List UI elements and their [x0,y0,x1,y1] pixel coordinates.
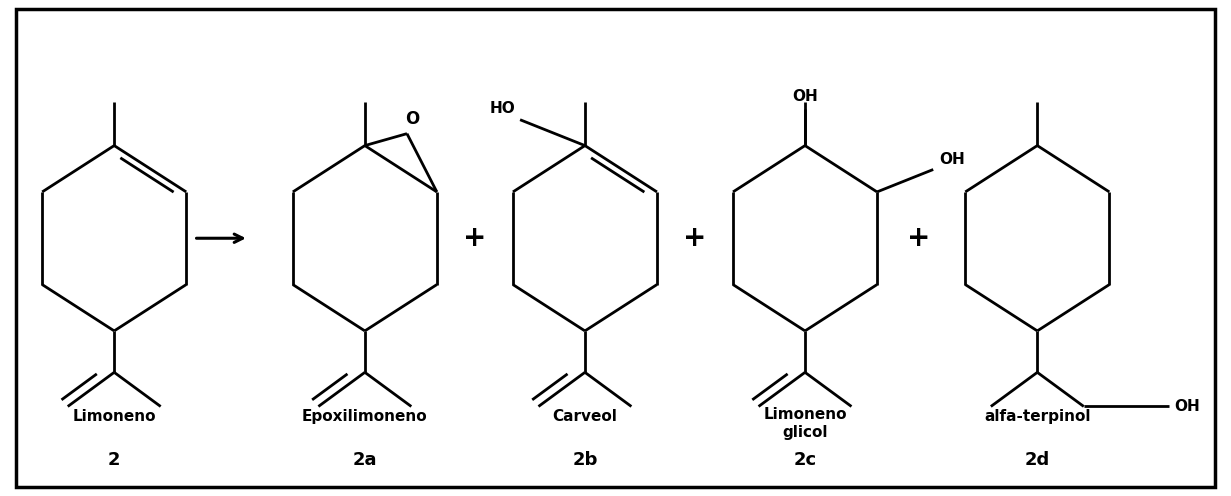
Text: 2d: 2d [1024,451,1050,469]
Text: Epoxilimoneno: Epoxilimoneno [302,409,427,424]
Text: OH: OH [1174,399,1200,414]
Text: Limoneno: Limoneno [73,409,156,424]
Text: 2: 2 [108,451,121,469]
Text: 2b: 2b [572,451,597,469]
Text: O: O [405,110,419,128]
Text: Carveol: Carveol [553,409,618,424]
Text: 2a: 2a [352,451,377,469]
Text: 2c: 2c [794,451,816,469]
Text: OH: OH [939,152,965,167]
Text: OH: OH [792,89,817,104]
Text: alfa-terpinol: alfa-terpinol [984,409,1091,424]
Text: +: + [683,224,707,252]
Text: HO: HO [490,101,516,116]
Text: Limoneno
glicol: Limoneno glicol [763,407,847,440]
Text: +: + [907,224,931,252]
Text: +: + [463,224,486,252]
